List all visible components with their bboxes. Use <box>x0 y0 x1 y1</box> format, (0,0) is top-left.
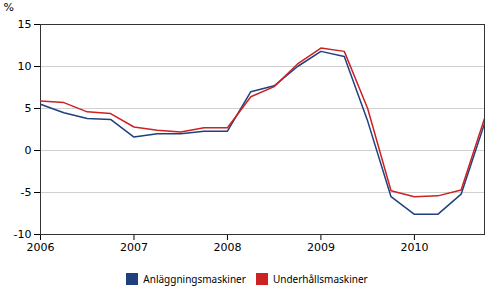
svg-text:2006: 2006 <box>27 241 55 254</box>
html-text:Anläggningsmaskiner: Anläggningsmaskiner <box>143 271 246 286</box>
svg-text:-10: -10 <box>14 228 32 241</box>
svg-text:0: 0 <box>25 144 32 157</box>
svg-text:-5: -5 <box>21 186 32 199</box>
svg-text:2007: 2007 <box>120 241 148 254</box>
html-text:Underhållsmaskiner: Underhållsmaskiner <box>272 271 368 286</box>
svg-text:2010: 2010 <box>400 241 428 254</box>
svg-text:15: 15 <box>18 18 32 31</box>
svg-text:10: 10 <box>18 60 32 73</box>
svg-text:2009: 2009 <box>307 241 335 254</box>
svg-text:5: 5 <box>25 102 32 115</box>
svg-text:%: % <box>4 1 14 14</box>
svg-text:2008: 2008 <box>213 241 241 254</box>
